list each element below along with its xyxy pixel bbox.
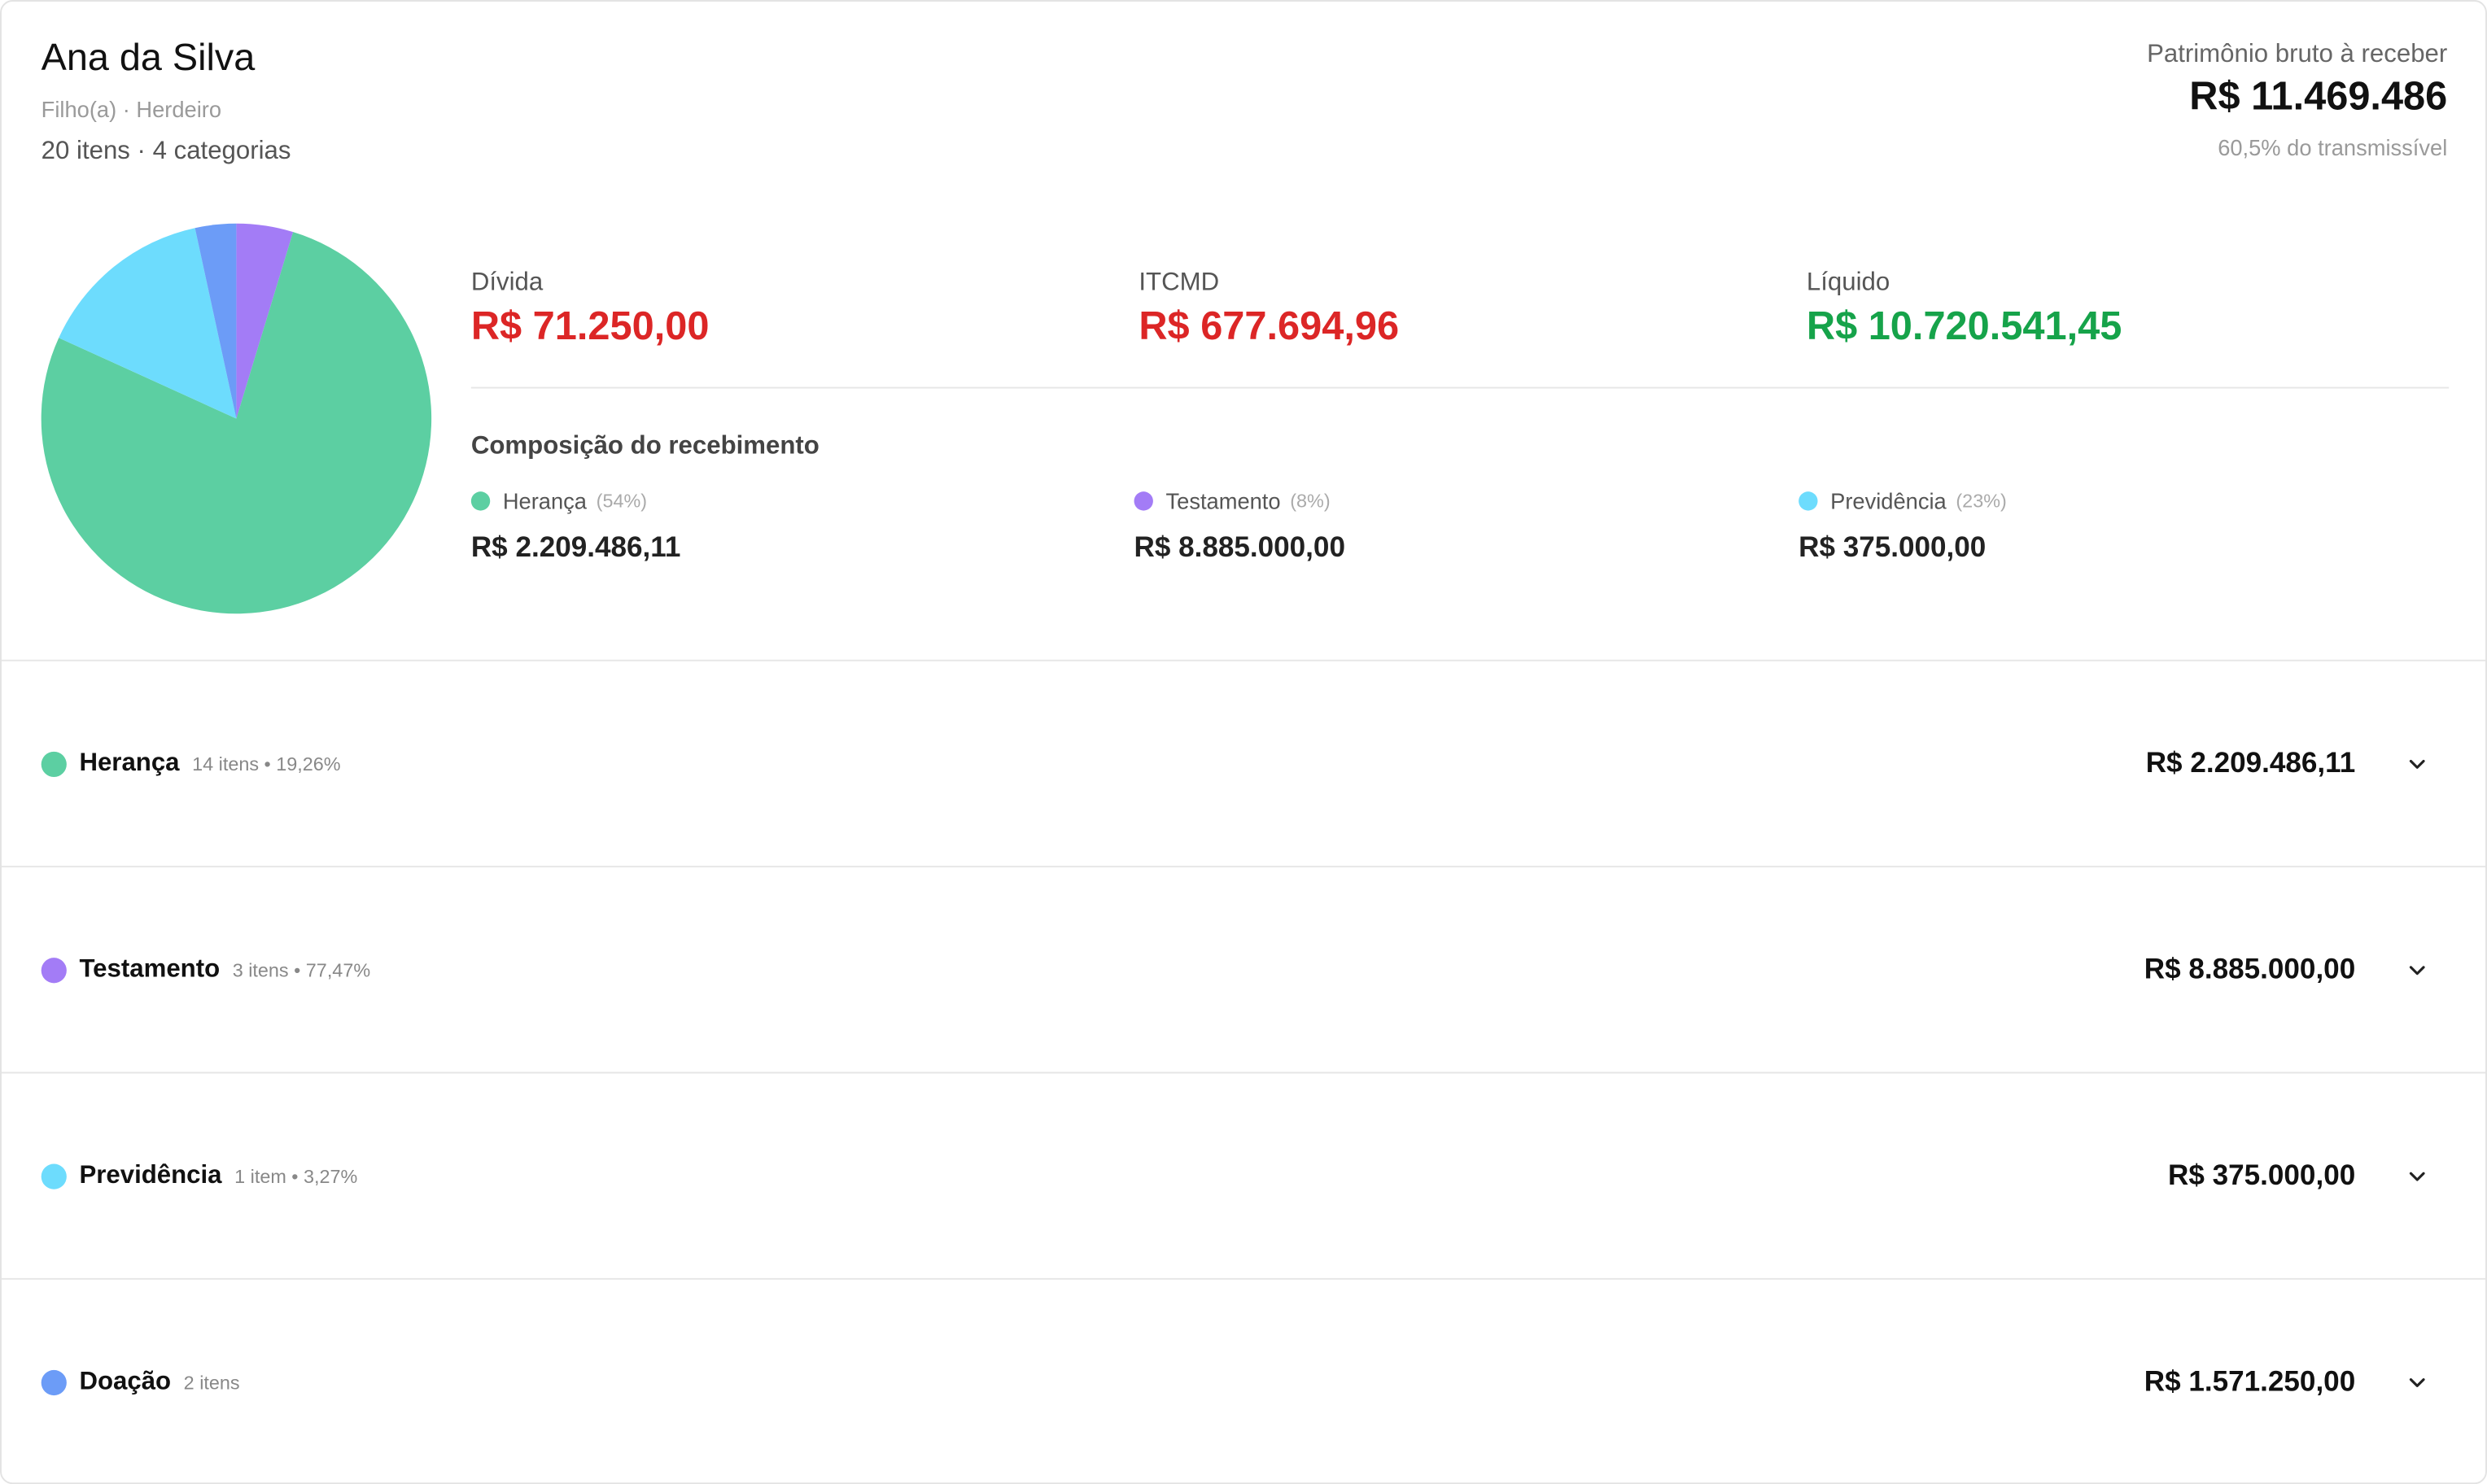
category-name: Doação (79, 1368, 172, 1396)
chevron-icon (2409, 759, 2425, 769)
pie-chart (41, 223, 432, 614)
composition-value: R$ 2.209.486,11 (470, 530, 681, 563)
divider (1, 866, 2486, 868)
composition-pct: (54%) (596, 490, 648, 513)
metric-value: R$ 10.720.541,45 (1806, 304, 2122, 349)
category-row[interactable] (2, 1280, 2485, 1482)
legend-dot (470, 491, 491, 511)
composition-value: R$ 8.885.000,00 (1134, 530, 1345, 563)
category-value: R$ 2.209.486,11 (2145, 746, 2356, 779)
category-name: Testamento (79, 956, 221, 984)
metric-value: R$ 677.694,96 (1139, 304, 1400, 349)
category-row[interactable] (2, 661, 2485, 866)
chevron[interactable] (2405, 1164, 2430, 1189)
total-value: R$ 11.469.486 (2189, 74, 2448, 120)
category-value: R$ 1.571.250,00 (2144, 1365, 2356, 1398)
composition-title: Composição do recebimento (470, 433, 820, 460)
total-label: Patrimônio bruto à receber (2147, 41, 2448, 68)
chevron-icon (2409, 966, 2425, 976)
metric-label: Dívida (470, 269, 544, 297)
category-meta: 2 itens (183, 1371, 240, 1395)
legend-dot (1799, 491, 1818, 511)
category-meta: 3 itens • 77,47% (232, 959, 371, 982)
category-dot (41, 751, 67, 778)
metric-value: R$ 71.250,00 (470, 304, 710, 349)
total-note: 60,5% do transmissível (2218, 134, 2448, 160)
divider (1, 659, 2486, 661)
heir-summary: 20 itens · 4 categorias (41, 137, 291, 165)
composition-pct: (23%) (1956, 490, 2007, 513)
separator (470, 386, 2450, 389)
composition-name: Testamento (1165, 488, 1281, 514)
category-dot (41, 958, 67, 984)
category-meta: 1 item • 3,27% (234, 1165, 358, 1188)
category-value: R$ 375.000,00 (2168, 1159, 2356, 1191)
divider (1, 1277, 2486, 1280)
category-dot (41, 1369, 67, 1396)
chevron[interactable] (2405, 1370, 2430, 1395)
divider (1, 1072, 2486, 1074)
pie-slice (59, 228, 237, 419)
category-name: Previdência (79, 1162, 222, 1189)
category-row[interactable] (2, 1073, 2485, 1277)
pie-slice (195, 223, 237, 419)
composition-value: R$ 375.000,00 (1799, 530, 1987, 563)
category-meta: 14 itens • 19,26% (192, 753, 341, 776)
pie-slice (41, 232, 432, 614)
composition-name: Previdência (1830, 488, 1947, 514)
chevron-icon (2409, 1378, 2425, 1387)
pie-slice (236, 223, 294, 419)
category-name: Herança (79, 749, 180, 778)
heir-relation: Filho(a) · Herdeiro (41, 96, 222, 123)
category-dot (41, 1163, 67, 1189)
metric-label: ITCMD (1139, 269, 1220, 297)
legend-dot (1134, 491, 1153, 511)
composition-pct: (8%) (1290, 490, 1331, 513)
metric-label: Líquido (1806, 269, 1890, 297)
chevron-icon (2409, 1172, 2425, 1181)
heir-name: Ana da Silva (41, 36, 256, 80)
chevron[interactable] (2405, 752, 2430, 777)
composition-name: Herança (502, 488, 587, 514)
chevron[interactable] (2405, 958, 2430, 983)
category-row[interactable] (2, 867, 2485, 1072)
category-value: R$ 8.885.000,00 (2144, 953, 2356, 985)
